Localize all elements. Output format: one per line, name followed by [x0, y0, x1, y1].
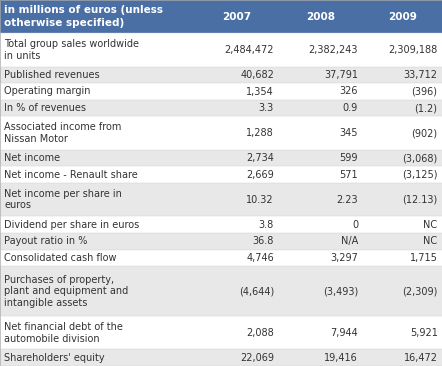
FancyBboxPatch shape [0, 250, 442, 266]
FancyBboxPatch shape [0, 216, 442, 233]
Text: Payout ratio in %: Payout ratio in % [4, 236, 88, 246]
Text: 2,309,188: 2,309,188 [389, 45, 438, 55]
Text: 2,484,472: 2,484,472 [225, 45, 274, 55]
Text: Net financial debt of the
automobile division: Net financial debt of the automobile div… [4, 322, 123, 344]
FancyBboxPatch shape [0, 350, 442, 366]
Text: 2,734: 2,734 [246, 153, 274, 163]
Text: 7,944: 7,944 [330, 328, 358, 338]
FancyBboxPatch shape [0, 316, 442, 350]
Text: Associated income from
Nissan Motor: Associated income from Nissan Motor [4, 122, 122, 144]
Text: 3.3: 3.3 [259, 103, 274, 113]
Text: Net income: Net income [4, 153, 61, 163]
Text: 2008: 2008 [306, 12, 335, 22]
Text: In % of revenues: In % of revenues [4, 103, 87, 113]
Text: Net income - Renault share: Net income - Renault share [4, 170, 138, 180]
Text: Shareholders' equity: Shareholders' equity [4, 353, 105, 363]
Text: (396): (396) [412, 86, 438, 97]
FancyBboxPatch shape [0, 33, 442, 67]
Text: NC: NC [423, 236, 438, 246]
Text: 599: 599 [339, 153, 358, 163]
Text: 10.32: 10.32 [247, 195, 274, 205]
Text: (1.2): (1.2) [415, 103, 438, 113]
FancyBboxPatch shape [0, 183, 442, 216]
Text: (12.13): (12.13) [402, 195, 438, 205]
Text: 16,472: 16,472 [404, 353, 438, 363]
FancyBboxPatch shape [0, 0, 442, 33]
Text: 326: 326 [339, 86, 358, 97]
Text: 1,354: 1,354 [246, 86, 274, 97]
Text: 36.8: 36.8 [253, 236, 274, 246]
Text: 22,069: 22,069 [240, 353, 274, 363]
Text: 2,669: 2,669 [246, 170, 274, 180]
Text: 3.8: 3.8 [259, 220, 274, 229]
Text: in millions of euros (unless
otherwise specified): in millions of euros (unless otherwise s… [4, 5, 164, 28]
FancyBboxPatch shape [0, 100, 442, 116]
FancyBboxPatch shape [0, 67, 442, 83]
Text: (3,068): (3,068) [402, 153, 438, 163]
FancyBboxPatch shape [0, 150, 442, 167]
Text: 571: 571 [339, 170, 358, 180]
Text: 2,382,243: 2,382,243 [309, 45, 358, 55]
Text: 33,712: 33,712 [404, 70, 438, 80]
Text: 2,088: 2,088 [246, 328, 274, 338]
Text: Purchases of property,
plant and equipment and
intangible assets: Purchases of property, plant and equipme… [4, 274, 129, 308]
Text: (4,644): (4,644) [239, 286, 274, 296]
Text: 2.23: 2.23 [336, 195, 358, 205]
Text: 1,288: 1,288 [246, 128, 274, 138]
FancyBboxPatch shape [0, 116, 442, 150]
Text: 2007: 2007 [222, 12, 251, 22]
Text: 5,921: 5,921 [410, 328, 438, 338]
FancyBboxPatch shape [0, 167, 442, 183]
Text: Total group sales worldwide
in units: Total group sales worldwide in units [4, 39, 139, 61]
Text: 0: 0 [352, 220, 358, 229]
Text: 40,682: 40,682 [240, 70, 274, 80]
Text: 0.9: 0.9 [343, 103, 358, 113]
FancyBboxPatch shape [0, 233, 442, 250]
Text: Operating margin: Operating margin [4, 86, 91, 97]
Text: 37,791: 37,791 [324, 70, 358, 80]
Text: N/A: N/A [341, 236, 358, 246]
Text: 2009: 2009 [388, 12, 417, 22]
Text: 19,416: 19,416 [324, 353, 358, 363]
Text: (3,493): (3,493) [323, 286, 358, 296]
FancyBboxPatch shape [0, 83, 442, 100]
Text: Net income per share in
euros: Net income per share in euros [4, 189, 122, 210]
Text: (902): (902) [412, 128, 438, 138]
Text: Consolidated cash flow: Consolidated cash flow [4, 253, 117, 263]
Text: 345: 345 [339, 128, 358, 138]
Text: 3,297: 3,297 [330, 253, 358, 263]
Text: Dividend per share in euros: Dividend per share in euros [4, 220, 140, 229]
Text: 4,746: 4,746 [246, 253, 274, 263]
Text: NC: NC [423, 220, 438, 229]
Text: Published revenues: Published revenues [4, 70, 100, 80]
Text: (3,125): (3,125) [402, 170, 438, 180]
FancyBboxPatch shape [0, 266, 442, 316]
Text: (2,309): (2,309) [402, 286, 438, 296]
Text: 1,715: 1,715 [410, 253, 438, 263]
